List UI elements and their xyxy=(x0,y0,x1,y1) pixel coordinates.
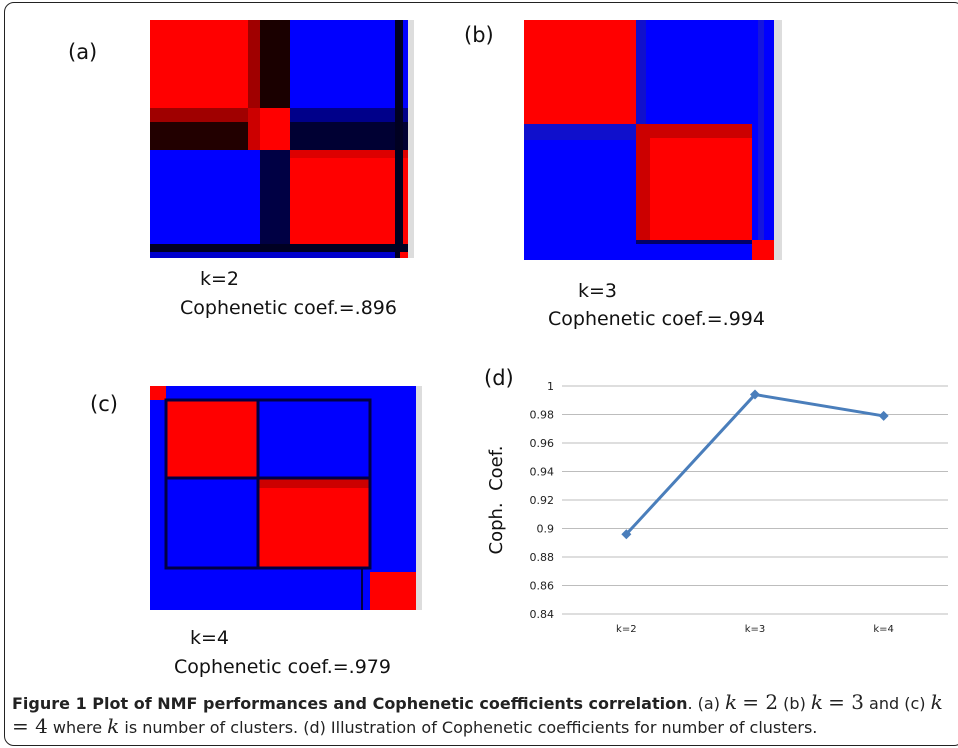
caption-k-var: k xyxy=(810,690,824,714)
panel-b-coef: Cophenetic coef.=.994 xyxy=(548,308,765,330)
y-tick-label: 0.88 xyxy=(530,551,555,564)
heatmap-k3 xyxy=(524,20,782,260)
cophenetic-line-chart: 0.840.860.880.90.920.940.960.981 k=2 k=3 k… xyxy=(486,380,948,635)
caption-text-2: (b) xyxy=(778,694,811,713)
y-axis-label: Coph. Coef. xyxy=(486,446,507,555)
caption-text-4: where xyxy=(47,718,108,737)
data-point xyxy=(621,529,632,540)
figure-frame xyxy=(4,2,958,746)
y-tick-labels: 0.84 0.86 0.88 0.9 0.92 0.94 0.96 0.98 1 xyxy=(530,380,555,621)
panel-c-label: (c) xyxy=(90,392,118,416)
y-tick-label: 0.94 xyxy=(530,466,555,479)
heatmap-k2 xyxy=(150,20,414,258)
series-line xyxy=(625,392,884,536)
caption-k-var: k xyxy=(930,690,943,714)
series-points xyxy=(621,389,889,540)
caption-k-var: k xyxy=(107,714,120,738)
caption-k-var: k xyxy=(725,690,738,714)
x-tick-labels: k=2 k=3 k=4 xyxy=(616,624,894,635)
y-tick-label: 0.9 xyxy=(537,523,555,536)
caption-text-3: and (c) xyxy=(863,694,931,713)
y-tick-label: 0.86 xyxy=(530,580,555,593)
caption-title: Figure 1 Plot of NMF performances and Co… xyxy=(12,694,688,713)
figure-caption: Figure 1 Plot of NMF performances and Co… xyxy=(12,691,952,739)
panel-d-label: (d) xyxy=(484,366,514,390)
data-point xyxy=(750,389,760,400)
y-tick-label: 1 xyxy=(547,380,554,393)
caption-k-eq-4: = 4 xyxy=(12,714,48,738)
caption-k-eq-3: = 3 xyxy=(828,690,864,714)
heatmap-k4 xyxy=(150,386,422,610)
x-tick-label: k=3 xyxy=(745,624,766,635)
panel-a-k: k=2 xyxy=(200,268,240,290)
caption-text-5: is number of clusters. (d) Illustration … xyxy=(119,718,818,737)
data-point xyxy=(878,410,889,421)
y-tick-label: 0.84 xyxy=(530,608,555,621)
y-tick-label: 0.92 xyxy=(530,494,555,507)
panel-b-label: (b) xyxy=(464,23,494,47)
y-tick-label: 0.98 xyxy=(530,409,555,422)
panel-c-k: k=4 xyxy=(190,627,230,649)
x-tick-label: k=2 xyxy=(616,624,637,635)
panel-a-label: (a) xyxy=(68,40,98,64)
caption-k-eq-2: = 2 xyxy=(742,690,779,714)
y-tick-label: 0.96 xyxy=(530,437,555,450)
x-tick-label: k=4 xyxy=(873,624,894,635)
panel-a-coef: Cophenetic coef.=.896 xyxy=(180,297,397,319)
chart-gridlines xyxy=(562,385,948,615)
panel-b-k: k=3 xyxy=(578,280,618,302)
panel-c-coef: Cophenetic coef.=.979 xyxy=(174,656,391,678)
caption-text-1: . (a) xyxy=(687,694,726,713)
